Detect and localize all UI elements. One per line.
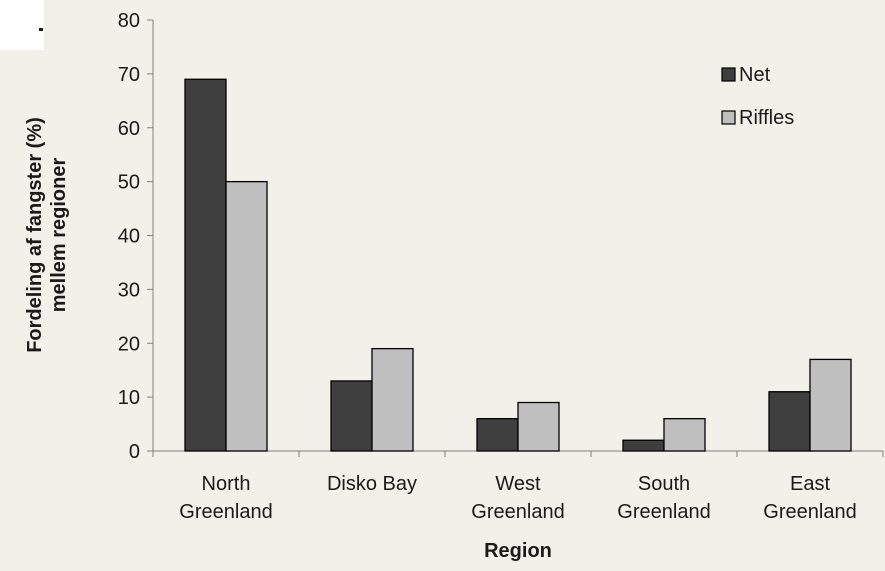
y-tick-label: 80 bbox=[118, 10, 140, 32]
x-tick-label: Greenland bbox=[179, 501, 272, 523]
corner-tab bbox=[0, 0, 44, 50]
bar-net bbox=[768, 391, 811, 452]
x-tick-label: South bbox=[638, 473, 690, 495]
y-axis-title: Fordeling af fangster (%) bbox=[24, 117, 46, 353]
bar-riffles bbox=[225, 180, 268, 452]
y-tick-label: 70 bbox=[118, 64, 140, 86]
y-tick-label: 60 bbox=[118, 118, 140, 140]
y-tick-label: 30 bbox=[118, 279, 140, 301]
bar-net bbox=[476, 418, 519, 452]
y-axis-title: mellem regioner bbox=[48, 158, 70, 313]
y-tick-label: 0 bbox=[129, 441, 140, 463]
bar-net bbox=[184, 78, 227, 452]
legend-swatch-riffles bbox=[721, 110, 736, 125]
bar-riffles bbox=[371, 347, 414, 452]
bar-riffles bbox=[517, 401, 560, 452]
x-axis-title: Region bbox=[484, 540, 552, 562]
legend-label-net: Net bbox=[739, 64, 771, 86]
x-tick-label: Greenland bbox=[617, 501, 710, 523]
bar-riffles bbox=[663, 418, 706, 452]
bar-riffles bbox=[809, 358, 852, 452]
x-tick-label: North bbox=[202, 473, 251, 495]
x-tick-label: Greenland bbox=[471, 501, 564, 523]
x-tick-label: Greenland bbox=[763, 501, 856, 523]
legend-label-riffles: Riffles bbox=[739, 107, 794, 129]
legend-swatch-net bbox=[721, 67, 736, 82]
y-tick-label: 40 bbox=[118, 226, 140, 248]
y-tick-label: 20 bbox=[118, 333, 140, 355]
bar-net bbox=[330, 380, 373, 452]
bar-net bbox=[622, 439, 665, 452]
y-tick-label: 10 bbox=[118, 387, 140, 409]
x-tick-label: West bbox=[495, 473, 541, 495]
y-tick-label: 50 bbox=[118, 172, 140, 194]
corner-mark bbox=[39, 28, 43, 31]
x-tick-label: Disko Bay bbox=[327, 473, 417, 495]
x-tick-label: East bbox=[790, 473, 830, 495]
